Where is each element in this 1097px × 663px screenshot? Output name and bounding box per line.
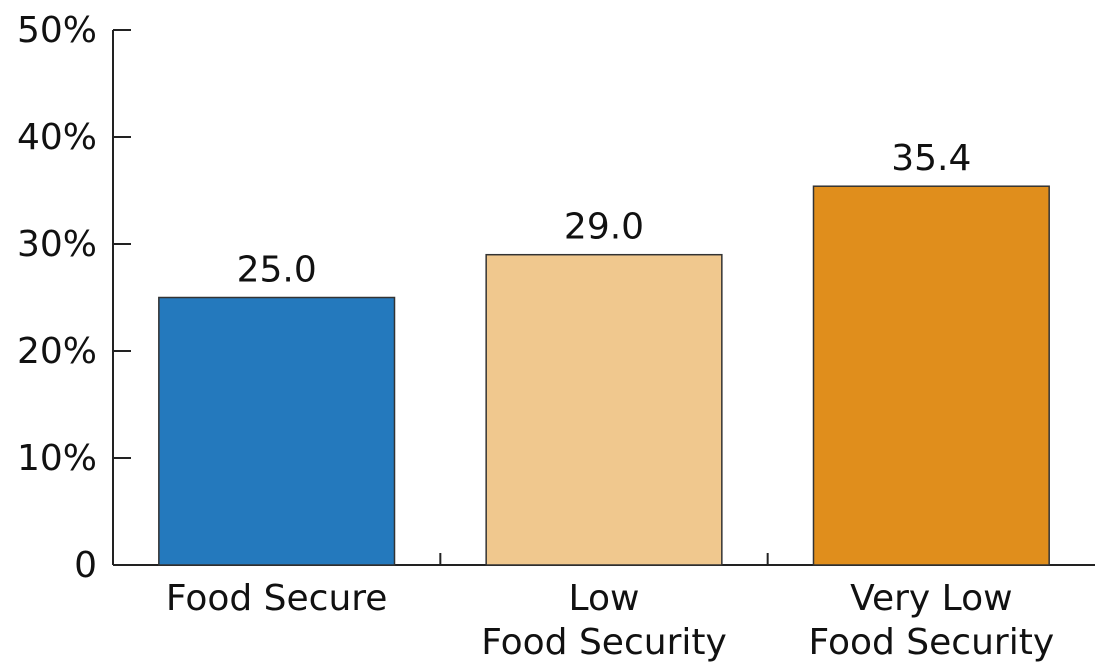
bar-value-label: 35.4 [891,138,971,179]
category-label: Food Security [809,622,1055,663]
category-label: Very Low [850,578,1012,619]
y-tick-label: 30% [17,224,97,265]
y-tick-label: 40% [17,117,97,158]
y-tick-label: 50% [17,10,97,51]
bars-group [158,185,1050,566]
y-tick-label: 20% [17,331,97,372]
category-label: Food Secure [166,578,388,619]
bar-value-label: 25.0 [237,250,317,291]
category-label: Food Security [481,622,727,663]
y-axis: 0 10% 20% 30% 40% 50% [17,10,131,586]
y-tick-label: 0 [74,545,97,586]
bar [158,296,396,566]
bar [812,185,1050,566]
y-tick-label: 10% [17,438,97,479]
value-labels-group: 25.0 29.0 35.4 [237,138,972,290]
bar-value-label: 29.0 [564,207,644,248]
category-label: Low [569,578,640,619]
bar [485,253,723,566]
